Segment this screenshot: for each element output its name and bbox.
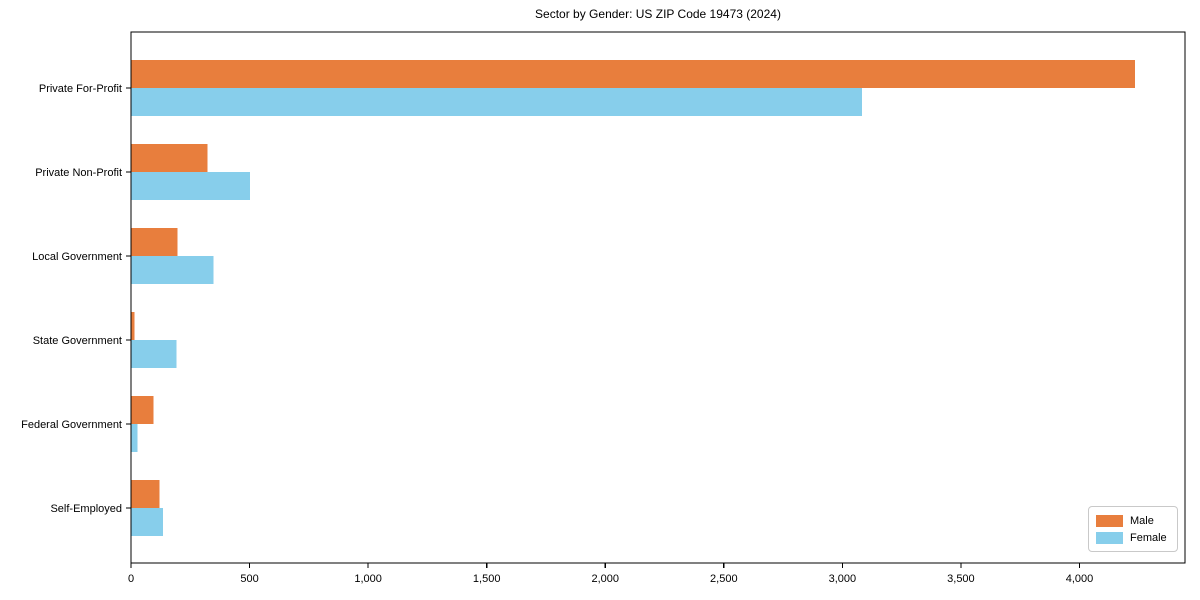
y-tick-label-local-government: Local Government [32, 251, 122, 263]
legend-item-male: Male [1096, 514, 1177, 527]
bar-female-private-non-profit [131, 172, 251, 200]
x-tick-label-0: 0 [128, 573, 134, 585]
plot-area [131, 32, 1185, 563]
y-tick-label-state-government: State Government [33, 335, 122, 347]
bar-female-self-employed [131, 508, 163, 536]
legend-label-male: Male [1130, 514, 1154, 527]
chart-title: Sector by Gender: US ZIP Code 19473 (202… [535, 7, 781, 21]
x-tick-label-2500: 2,500 [710, 573, 738, 585]
y-tick-label-federal-government: Federal Government [21, 419, 122, 431]
bar-male-local-government [131, 228, 178, 256]
bar-male-private-for-profit [131, 60, 1135, 88]
legend-label-female: Female [1130, 531, 1167, 544]
bar-female-federal-government [131, 424, 138, 452]
x-tick-label-3000: 3,000 [829, 573, 857, 585]
x-tick-label-1000: 1,000 [354, 573, 382, 585]
y-tick-label-self-employed: Self-Employed [50, 503, 122, 515]
bar-male-federal-government [131, 396, 154, 424]
x-tick-label-1500: 1,500 [473, 573, 501, 585]
x-tick-label-2000: 2,000 [591, 573, 619, 585]
bar-female-private-for-profit [131, 88, 862, 116]
x-tick-label-500: 500 [240, 573, 258, 585]
legend-item-female: Female [1096, 531, 1177, 544]
bar-male-self-employed [131, 480, 160, 508]
x-tick-label-3500: 3,500 [947, 573, 975, 585]
x-tick-label-4000: 4,000 [1066, 573, 1094, 585]
bar-female-local-government [131, 256, 214, 284]
bar-male-state-government [131, 312, 135, 340]
y-tick-label-private-for-profit: Private For-Profit [39, 83, 122, 95]
legend-swatch-female [1096, 531, 1123, 544]
bar-male-private-non-profit [131, 144, 208, 172]
bar-female-state-government [131, 340, 177, 368]
legend-swatch-male [1096, 514, 1123, 527]
axes-box [130, 31, 1186, 564]
legend: Male Female [1088, 506, 1178, 552]
y-tick-label-private-non-profit: Private Non-Profit [35, 167, 122, 179]
